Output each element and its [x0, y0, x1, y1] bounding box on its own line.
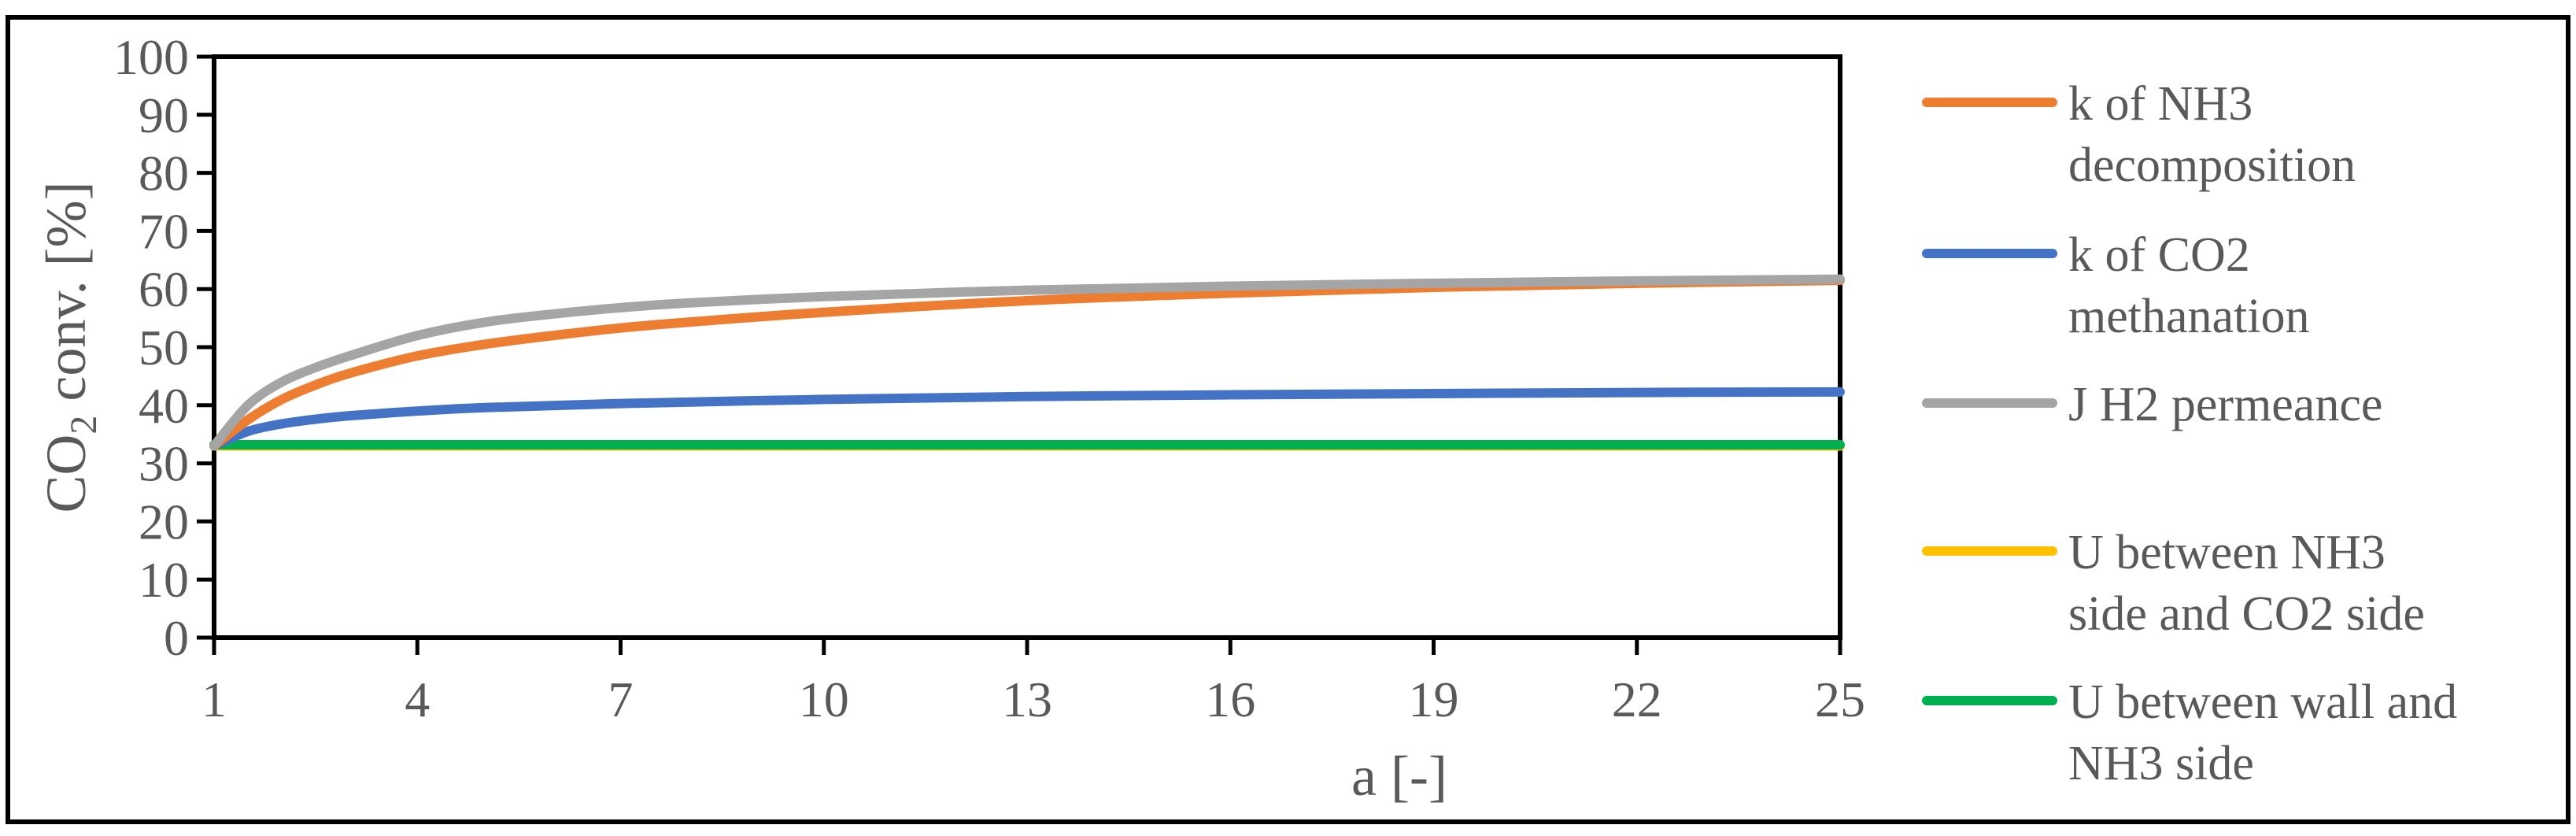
- chart-outer-border: [6, 15, 2570, 824]
- y-axis-title-suffix: conv. [%]: [35, 181, 98, 415]
- y-tick-label: 100: [113, 29, 189, 85]
- legend-label: J H2 permeance: [2068, 378, 2382, 431]
- legend-label: U between wall and: [2068, 675, 2457, 729]
- x-tick-label: 4: [405, 671, 430, 727]
- legend: k of NH3 decomposition k of CO2 methanation…: [1922, 77, 2457, 790]
- y-tick-label: 70: [139, 203, 189, 259]
- x-tick-label: 16: [1205, 671, 1255, 727]
- y-tick-label: 50: [139, 320, 189, 375]
- x-axis-title: a [-]: [1351, 745, 1447, 808]
- legend-entry-2: J H2 permeance: [1922, 378, 2382, 431]
- y-axis-title-subscript: 2: [63, 416, 105, 435]
- y-axis-title: CO2 conv. [%]: [35, 181, 105, 512]
- y-tick-label: 10: [139, 552, 189, 608]
- x-tick-label: 7: [608, 671, 634, 727]
- legend-label: k of CO2: [2068, 228, 2250, 282]
- y-tick-label: 90: [139, 87, 189, 143]
- series-line-1: [209, 387, 1845, 451]
- x-axis-ticks: 1 4 7 10 13 16 19 22 25: [201, 638, 1865, 727]
- legend-label: decomposition: [2068, 139, 2356, 192]
- legend-entry-5: U between wall and NH3 side: [1922, 675, 2457, 790]
- legend-entry-0: k of NH3 decomposition: [1922, 77, 2356, 192]
- y-tick-label: 30: [139, 436, 189, 492]
- series-line-2: [209, 274, 1845, 451]
- legend-entry-1: k of CO2 methanation: [1922, 228, 2309, 343]
- x-tick-label: 22: [1612, 671, 1662, 727]
- x-tick-label: 13: [1002, 671, 1052, 727]
- legend-label: U between NH3: [2068, 526, 2386, 579]
- y-tick-label: 0: [164, 610, 189, 666]
- y-tick-label: 60: [139, 261, 189, 317]
- legend-entry-4: U between NH3 side and CO2 side: [1922, 526, 2425, 641]
- x-tick-label: 25: [1815, 671, 1865, 727]
- y-tick-label: 20: [139, 494, 189, 549]
- y-tick-label: 40: [139, 378, 189, 434]
- legend-label: methanation: [2068, 290, 2309, 343]
- y-tick-label: 80: [139, 146, 189, 202]
- legend-label: k of NH3: [2068, 77, 2253, 131]
- legend-label: NH3 side: [2068, 737, 2254, 790]
- y-axis-title-prefix: CO: [35, 435, 98, 513]
- series-lines: [209, 274, 1845, 451]
- legend-label: side and CO2 side: [2068, 587, 2425, 641]
- x-tick-label: 19: [1409, 671, 1459, 727]
- x-tick-label: 10: [799, 671, 849, 727]
- x-tick-label: 1: [201, 671, 227, 727]
